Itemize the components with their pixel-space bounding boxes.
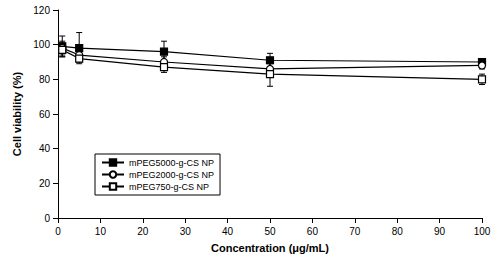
svg-text:50: 50 [264, 226, 276, 237]
svg-text:0: 0 [44, 213, 50, 224]
svg-text:90: 90 [434, 226, 446, 237]
svg-text:40: 40 [39, 143, 51, 154]
svg-text:120: 120 [33, 5, 50, 16]
svg-text:80: 80 [392, 226, 404, 237]
svg-text:80: 80 [39, 74, 51, 85]
svg-text:40: 40 [222, 226, 234, 237]
svg-text:10: 10 [95, 226, 107, 237]
svg-text:70: 70 [349, 226, 361, 237]
svg-text:Cell viability (%): Cell viability (%) [11, 71, 23, 156]
svg-text:mPEG750-g-CS NP: mPEG750-g-CS NP [129, 182, 209, 192]
svg-text:100: 100 [33, 39, 50, 50]
svg-text:60: 60 [39, 109, 51, 120]
svg-text:20: 20 [39, 178, 51, 189]
svg-text:30: 30 [180, 226, 192, 237]
svg-text:Concentration (μg/mL): Concentration (μg/mL) [211, 242, 329, 254]
svg-text:0: 0 [55, 226, 61, 237]
svg-text:60: 60 [307, 226, 319, 237]
svg-text:mPEG5000-g-CS NP: mPEG5000-g-CS NP [129, 158, 214, 168]
svg-text:20: 20 [137, 226, 149, 237]
svg-text:100: 100 [474, 226, 491, 237]
svg-text:mPEG2000-g-CS NP: mPEG2000-g-CS NP [129, 170, 214, 180]
